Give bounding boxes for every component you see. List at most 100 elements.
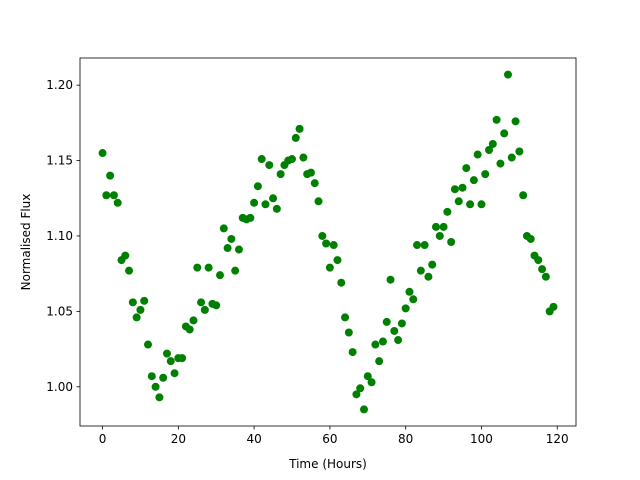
point [121, 251, 130, 260]
point [204, 263, 213, 272]
point [367, 378, 376, 387]
point [295, 124, 304, 133]
point [197, 298, 206, 307]
point [344, 328, 353, 337]
plot-frame [79, 57, 577, 427]
point [431, 222, 440, 231]
point [416, 266, 425, 275]
point [534, 256, 543, 265]
point [162, 349, 171, 358]
point [390, 326, 399, 335]
point [462, 164, 471, 173]
point [159, 373, 168, 382]
x-tick-label: 80 [398, 432, 413, 446]
point [428, 260, 437, 269]
point [166, 357, 175, 366]
point [276, 170, 285, 179]
point [272, 204, 281, 213]
point [541, 272, 550, 281]
x-tick-label: 0 [99, 432, 107, 446]
point [466, 200, 475, 209]
point [507, 153, 516, 162]
point [356, 384, 365, 393]
y-axis-label: Normalised Flux [19, 194, 33, 291]
point [447, 238, 456, 246]
point [318, 231, 327, 240]
point [409, 295, 418, 304]
x-tick-label: 20 [171, 432, 186, 446]
point [136, 305, 145, 314]
point [147, 372, 156, 381]
point [363, 372, 372, 381]
x-tick-label: 60 [322, 432, 337, 446]
point [375, 357, 384, 366]
point [132, 313, 141, 322]
point [503, 70, 512, 79]
point [223, 244, 232, 253]
point [405, 287, 414, 296]
y-tick-label: 1.10 [46, 229, 73, 243]
point [102, 191, 111, 200]
point [333, 256, 342, 265]
point [458, 183, 467, 192]
point [439, 222, 448, 231]
point [231, 266, 240, 275]
point [496, 159, 505, 168]
point [291, 133, 300, 142]
point [485, 146, 494, 154]
point [246, 213, 255, 222]
point [352, 390, 361, 399]
point [288, 155, 297, 164]
point [325, 263, 334, 272]
point [193, 263, 202, 272]
point [519, 191, 528, 200]
point [469, 176, 478, 185]
point [397, 319, 406, 328]
point [549, 302, 558, 311]
x-tick-label: 120 [546, 432, 569, 446]
point [234, 245, 243, 254]
point [329, 241, 338, 250]
point [443, 207, 452, 216]
point [386, 275, 395, 284]
point [265, 161, 274, 170]
point [310, 179, 319, 188]
point [394, 336, 403, 345]
point [348, 348, 357, 357]
point [151, 382, 160, 391]
point [526, 234, 535, 243]
point [500, 129, 509, 138]
point [413, 241, 422, 250]
point [178, 354, 187, 363]
point [322, 239, 331, 248]
point [378, 337, 387, 346]
point [144, 340, 153, 349]
point [170, 369, 179, 378]
point [341, 313, 350, 322]
point [382, 317, 391, 326]
point [435, 231, 444, 240]
point [98, 149, 107, 158]
point [306, 168, 315, 177]
y-tick-label: 1.15 [46, 154, 73, 168]
point [185, 325, 194, 334]
point [216, 271, 225, 280]
point [257, 155, 266, 164]
point [269, 194, 278, 203]
point [337, 278, 346, 287]
point [424, 272, 433, 281]
point [200, 305, 209, 314]
point [299, 153, 308, 162]
y-tick-label: 1.00 [46, 380, 73, 394]
x-tick-label: 40 [246, 432, 261, 446]
point [125, 266, 134, 275]
point [477, 200, 486, 209]
point [314, 197, 323, 206]
point [401, 304, 410, 313]
point [227, 234, 236, 243]
point [492, 115, 501, 124]
point [253, 182, 262, 191]
point [155, 393, 164, 402]
point [113, 198, 122, 207]
